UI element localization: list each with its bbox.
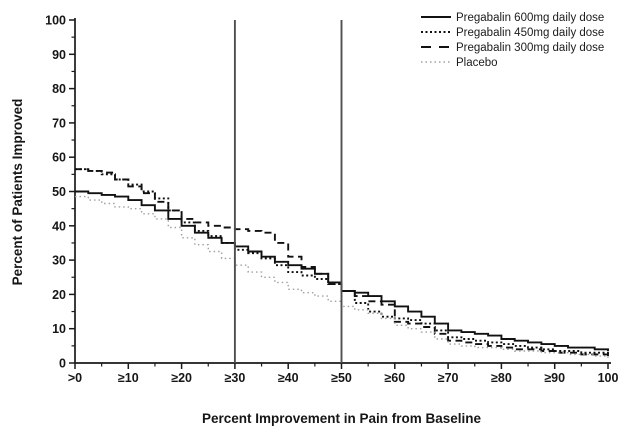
x-tick-label: ≥80 [491,371,512,385]
y-tick-label: 20 [52,288,66,302]
y-tick-label: 100 [45,14,66,28]
y-tick-label: 70 [52,116,66,130]
legend-label-0: Pregabalin 600mg daily dose [456,12,604,24]
y-tick-label: 0 [59,357,66,371]
series-line-1 [75,168,609,355]
y-axis-title: Percent of Patients Improved [10,98,25,286]
x-tick-label: ≥70 [438,371,459,385]
y-tick-label: 10 [52,322,66,336]
x-axis-title: Percent Improvement in Pain from Baselin… [201,411,482,426]
x-tick-label: ≥10 [118,371,139,385]
y-tick-label: 30 [52,254,66,268]
y-tick-label: 50 [52,185,66,199]
y-tick-label: 90 [52,48,66,62]
y-tick-label: 40 [52,219,66,233]
y-tick-label: 60 [52,151,66,165]
legend-label-3: Placebo [456,57,498,69]
x-tick-label: ≥60 [384,371,405,385]
legend-label-1: Pregabalin 450mg daily dose [456,27,604,39]
x-tick-label: >0 [68,371,82,385]
x-tick-label: 100 [598,371,619,385]
y-tick-label: 80 [52,82,66,96]
x-tick-label: ≥30 [225,371,246,385]
x-tick-label: ≥20 [171,371,192,385]
x-tick-label: ≥90 [544,371,565,385]
legend-label-2: Pregabalin 300mg daily dose [456,42,604,54]
series-line-2 [75,168,609,357]
x-tick-label: ≥50 [331,371,352,385]
x-tick-label: ≥40 [278,371,299,385]
